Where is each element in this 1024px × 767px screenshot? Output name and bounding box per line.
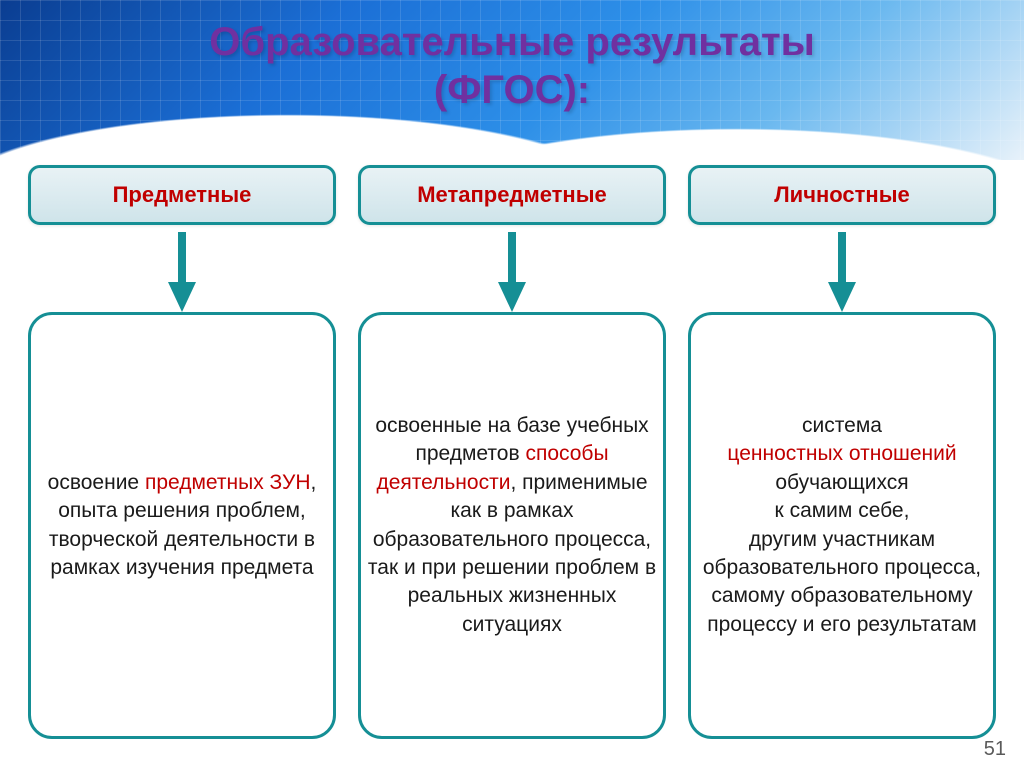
d1-pre1: освоение [48,471,145,494]
d3-post2: к самим себе, [775,499,910,522]
arrow-path [828,232,856,312]
d1-hi1: предметных ЗУН [145,471,311,494]
down-arrow-icon [494,232,530,312]
cat-pill-2: Метапредметные [358,165,666,225]
cat-pill-3: Личностные [688,165,996,225]
d3-pre1: система [802,414,882,437]
cat-label-2: Метапредметные [417,182,607,207]
cat-pill-1: Предметные [28,165,336,225]
title-line1: Образовательные результаты [209,20,815,64]
desc-text-3: система ценностных отношений обучающихся… [695,412,989,639]
arrow-cell-1 [28,232,336,312]
arrow-path [498,232,526,312]
arrow-path [168,232,196,312]
down-arrow-icon [164,232,200,312]
d3-post4: самому образовательному процессу и его р… [707,584,976,635]
cat-label-3: Личностные [774,182,910,207]
desc-text-2: освоенные на базе учебных предметов спос… [365,412,659,639]
category-row: Предметные Метапредметные Личностные [28,165,996,225]
arrow-cell-2 [358,232,666,312]
d3-post3: другим участникам образовательного проце… [703,528,981,579]
description-row: освоение предметных ЗУН, опыта решения п… [28,312,996,739]
arrow-cell-3 [688,232,996,312]
d2-post2: так и при решении проблем в реальных жиз… [368,556,656,636]
d3-hi1: ценностных отношений [727,442,956,465]
d3-post1: обучающихся [775,471,908,494]
slide-title: Образовательные результаты (ФГОС): [0,18,1024,114]
title-line2: (ФГОС): [434,68,590,112]
slide-number: 51 [984,738,1006,761]
arrow-row [28,232,996,312]
desc-box-3: система ценностных отношений обучающихся… [688,312,996,739]
cat-label-1: Предметные [113,182,252,207]
down-arrow-icon [824,232,860,312]
desc-box-1: освоение предметных ЗУН, опыта решения п… [28,312,336,739]
desc-box-2: освоенные на базе учебных предметов спос… [358,312,666,739]
desc-text-1: освоение предметных ЗУН, опыта решения п… [35,469,329,582]
